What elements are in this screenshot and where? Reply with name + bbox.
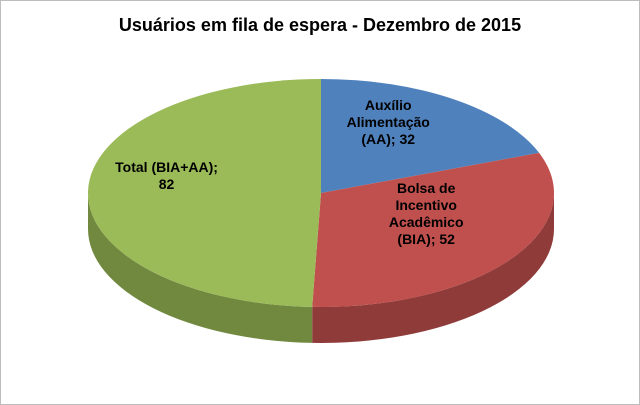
pie-slice-side-2 xyxy=(88,193,313,343)
pie-slice-2 xyxy=(88,79,321,307)
chart-title: Usuários em fila de espera - Dezembro de… xyxy=(118,15,522,35)
slice-label-1: Bolsa de Incentivo Acadêmico (BIA); 52 xyxy=(389,180,464,247)
pie-slice-side-1 xyxy=(312,193,554,343)
slice-label-2: Total (BIA+AA); 82 xyxy=(115,159,218,192)
pie-slice-0 xyxy=(321,79,540,193)
slice-label-0: Auxílio Alimentação (AA); 32 xyxy=(347,97,430,147)
pie-slice-1 xyxy=(312,152,554,307)
